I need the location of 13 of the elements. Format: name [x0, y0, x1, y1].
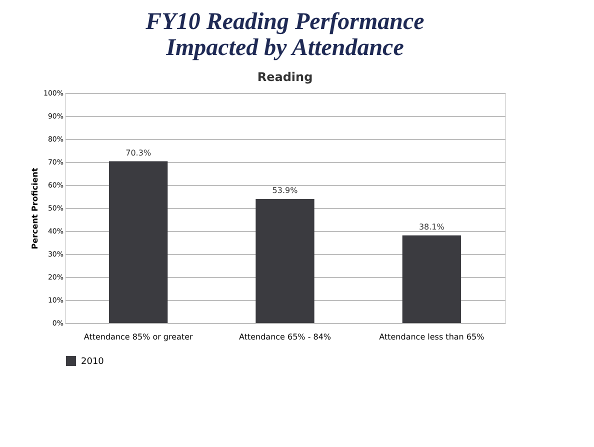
legend-label: 2010 — [81, 357, 104, 367]
data-label: 70.3% — [126, 148, 152, 158]
y-axis-title: Percent Proficient — [30, 168, 40, 250]
bar — [402, 235, 461, 323]
data-label: 38.1% — [418, 222, 445, 232]
data-label: 53.9% — [272, 186, 298, 196]
x-tick-label: Attendance 65% - 84% — [238, 332, 332, 342]
chart-subtitle: Reading — [257, 70, 313, 84]
x-tick-label: Attendance 85% or greater — [84, 332, 194, 342]
chart-title: FY10 Reading Performance Impacted by Attendance — [144, 9, 425, 61]
bar — [256, 199, 314, 323]
bar — [109, 161, 168, 323]
x-tick-label: Attendance less than 65% — [379, 332, 485, 342]
